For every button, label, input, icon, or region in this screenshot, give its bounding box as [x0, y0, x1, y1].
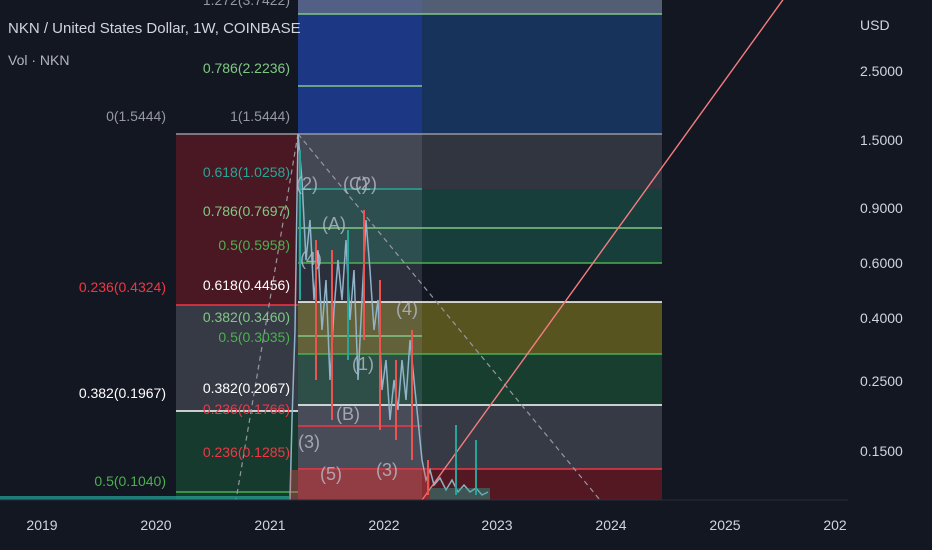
trend-ray: [421, 0, 784, 501]
year-tick: 2022: [368, 517, 399, 533]
price-tick: 0.2500: [860, 373, 903, 389]
fib-right-label: 0.236(0.1766): [203, 401, 290, 417]
svg-text:(1): (1): [352, 354, 374, 374]
fib-left-label: 0.5(0.1040): [94, 473, 166, 489]
currency-label: USD: [860, 17, 890, 33]
fib-right-label: 0.786(2.2236): [203, 60, 290, 76]
svg-text:(5): (5): [320, 464, 342, 484]
fib-left-label: 0(1.5444): [106, 108, 166, 124]
wave-labels: (2) (C) (2) (A) (4) (4) (1) (B) (3) (5) …: [296, 174, 418, 484]
year-tick: 2020: [140, 517, 171, 533]
price-tick: 1.5000: [860, 132, 903, 148]
price-tick: 2.5000: [860, 63, 903, 79]
svg-text:(4): (4): [300, 249, 322, 269]
symbol-title[interactable]: NKN / United States Dollar, 1W, COINBASE: [8, 20, 301, 37]
price-tick: 0.4000: [860, 310, 903, 326]
price-tick: 0.9000: [860, 200, 903, 216]
candles: [299, 150, 477, 495]
volume-indicator-label[interactable]: Vol · NKN: [8, 52, 70, 68]
fib-right-label: 1(1.5444): [230, 108, 290, 124]
fib-right-label: 0.786(0.7697): [203, 203, 290, 219]
fib-left-label: 0.382(0.1967): [79, 385, 166, 401]
fib-right-label: 0.382(0.2067): [203, 380, 290, 396]
price-axis[interactable]: USD 2.5000 1.5000 0.9000 0.6000 0.4000 0…: [848, 0, 932, 510]
price-tick: 0.6000: [860, 255, 903, 271]
fib-lines: [176, 13, 662, 493]
fib-right-label: 0.382(0.3460): [203, 309, 290, 325]
fib-left-label: 0.236(0.4324): [79, 279, 166, 295]
svg-text:(B): (B): [336, 404, 360, 424]
fib-labels-left: 0(1.5444) 0.236(0.4324) 0.382(0.1967) 0.…: [79, 108, 166, 489]
fib-right-label: 1.272(3.7422): [203, 0, 290, 8]
dashed-trendlines: [235, 133, 601, 501]
fib-right-label: 0.5(0.3035): [218, 329, 290, 345]
svg-text:(3): (3): [376, 460, 398, 480]
volume-bars: [0, 470, 490, 500]
fib-labels-right: 1.272(3.7422) 0.786(2.2236) 1(1.5444) 0.…: [203, 0, 290, 460]
svg-text:(4): (4): [396, 299, 418, 319]
svg-text:(2): (2): [296, 174, 318, 194]
year-tick: 2024: [595, 517, 626, 533]
time-axis[interactable]: 2019 2020 2021 2022 2023 2024 2025 202: [0, 499, 932, 550]
svg-text:(C): (C): [343, 174, 368, 194]
fib-right-label: 0.618(0.4456): [203, 277, 290, 293]
svg-text:(3): (3): [298, 432, 320, 452]
year-tick: 202: [823, 517, 847, 533]
year-tick: 2019: [26, 517, 57, 533]
year-tick: 2021: [254, 517, 285, 533]
svg-text:(2): (2): [355, 174, 377, 194]
year-tick: 2025: [709, 517, 740, 533]
fib-zones: [176, 0, 662, 500]
price-tick: 0.1500: [860, 443, 903, 459]
year-tick: 2023: [481, 517, 512, 533]
fib-right-label: 0.618(1.0258): [203, 164, 290, 180]
svg-text:(A): (A): [322, 214, 346, 234]
fib-right-label: 0.5(0.5958): [218, 237, 290, 253]
fib-right-label: 0.236(0.1285): [203, 444, 290, 460]
